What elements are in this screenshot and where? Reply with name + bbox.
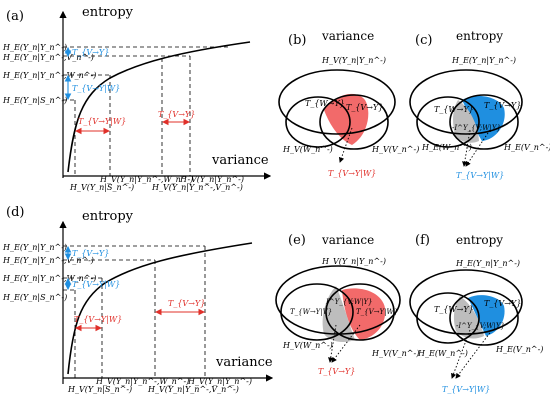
panel-b-tag: (b)	[288, 33, 306, 48]
panel-c-ellipse-left	[416, 96, 480, 148]
panel-b-top-label: H_V(Y_n|Y_n^-)	[321, 56, 386, 65]
panel-f-left-bottom: H_E(W_n^-)	[417, 349, 468, 358]
panel-d-ytick-2: H_E(Y_n|Y_n^-,V_n^-)	[2, 256, 94, 265]
panel-a-xtick-4: H_V(Y_n|Y_n^-)	[179, 175, 244, 184]
panel-d-xtick-2: H_V(Y_n|Y_n^-,W_n^-)	[95, 377, 189, 386]
panel-c-ellipse-right	[449, 94, 519, 150]
panel-a: (a) entropy variance H_E(Y_n|Y_n^-) H_E(…	[2, 5, 272, 192]
panel-c-ellipse-top	[409, 69, 523, 135]
panel-b: (b) variance H_V(Y_n|Y_n^-) T_{W→Y} T_{V…	[278, 29, 419, 178]
panel-a-blue-label-1: T_{V→Y}	[72, 48, 109, 57]
panel-d-ytick-3: H_E(Y_n|Y_n^-,W_n^-)	[2, 274, 96, 283]
panel-d-h-guides	[63, 245, 205, 291]
panel-e-inner-left: T_{W→Y|V}	[290, 308, 332, 316]
panel-f-pointer-2	[455, 329, 493, 379]
panel-e-top-label: H_V(Y_n|Y_n^-)	[321, 257, 386, 266]
panel-d-xtick-1: H_V(Y_n|S_n^-)	[67, 385, 132, 394]
panel-e-pointer-1	[328, 324, 337, 363]
panel-a-xtick-3: H_V(Y_n|Y_n^-,V_n^-)	[151, 183, 243, 192]
panel-d-xlabel: variance	[215, 355, 273, 370]
panel-a-red-label-1: T_{V→Y|W}	[78, 117, 126, 126]
panel-d: (d) entropy variance H_E(Y_n|Y_n^-) H_E(…	[2, 205, 274, 394]
panel-e-arrow-label: T_{V→Y}	[318, 367, 355, 376]
panel-f-top-label: H_E(Y_n|Y_n^-)	[455, 259, 520, 268]
panel-d-xtick-3: H_V(Y_n|Y_n^-,V_n^-)	[147, 385, 239, 394]
panel-a-ytick-3: H_E(Y_n|Y_n^-,W_n^-)	[2, 71, 96, 80]
panel-f-ellipse-right	[449, 290, 519, 346]
panel-a-ytick-2: H_E(Y_n|Y_n^-,V_n^-)	[2, 53, 94, 62]
panel-f-ellipse-top	[409, 269, 523, 335]
panel-f-inner-mid: -I^Y_{V;W|Y}	[456, 322, 505, 330]
panel-d-blue-label-1: T_{V→Y}	[72, 249, 109, 258]
panel-e-tag: (e)	[288, 233, 306, 248]
panel-a-ylabel: entropy	[82, 5, 134, 20]
panel-e-inner-mid: I^Y_{V;W|Y}	[325, 298, 373, 306]
panel-d-red-label-1: T_{V→Y|W}	[74, 315, 122, 324]
panel-c-tag: (c)	[415, 33, 432, 48]
panel-c-gray-region	[453, 100, 479, 143]
panel-e-pointer-2	[331, 324, 361, 363]
panel-b-right-bottom: H_V(V_n^-)	[371, 145, 419, 154]
panel-d-xtick-4: H_V(Y_n|Y_n^-)	[187, 377, 252, 386]
panel-c-arrow-label: T_{V→Y|W}	[456, 171, 504, 180]
panel-a-ytick-4: H_E(Y_n|S_n^-)	[2, 96, 67, 105]
panel-c-left-bottom: H_E(W_n^-)	[421, 143, 472, 152]
panel-c-pointer-1	[462, 129, 471, 167]
panel-d-ytick-4: H_E(Y_n|S_n^-)	[2, 293, 67, 302]
panel-b-pointer	[338, 127, 353, 163]
panel-e-inner-right: T_{V→Y|W}	[356, 308, 398, 316]
panel-f-right-bottom: H_E(V_n^-)	[495, 345, 543, 354]
panel-b-title: variance	[321, 29, 374, 43]
panel-c-top-label: H_E(Y_n|Y_n^-)	[451, 56, 516, 65]
panel-f-inner-left: T_{W→Y}	[434, 305, 474, 314]
panel-a-xlabel: variance	[211, 153, 269, 168]
panel-a-v-guides	[74, 56, 191, 176]
panel-e: (e) variance H_V(Y_n|Y_n^-) T_{W→Y|V} I^…	[275, 233, 419, 376]
panel-f: (f) entropy H_E(Y_n|Y_n^-) T_{W→Y} -I^Y_…	[409, 233, 543, 394]
panel-f-inner-right: T_{V→Y}	[484, 299, 521, 308]
panel-d-tag: (d)	[6, 205, 24, 220]
panel-f-arrow-label: T_{V→Y|W}	[442, 385, 490, 394]
panel-b-ellipse-left	[285, 96, 351, 148]
panel-b-inner-left: T_{W→Y}	[305, 99, 345, 108]
panel-e-right-bottom: H_V(V_n^-)	[371, 349, 419, 358]
panel-e-left-bottom: H_V(W_n^-)	[282, 341, 333, 350]
panel-c-inner-left: T_{W→Y}	[434, 105, 474, 114]
panel-c-inner-mid: -I^Y_{V;W|Y}	[452, 124, 501, 132]
panel-f-tag: (f)	[415, 233, 430, 248]
panel-d-ylabel: entropy	[82, 209, 134, 224]
panel-d-red-label-2: T_{V→Y}	[168, 299, 205, 308]
panel-b-ellipse-right	[319, 94, 389, 150]
panel-a-h-guides	[63, 46, 230, 101]
panel-d-blue-label-2: T_{V→Y|W}	[72, 280, 120, 289]
panel-f-blue-region	[468, 295, 505, 336]
panel-b-left-bottom: H_V(W_n^-)	[282, 145, 333, 154]
panel-f-ellipse-left	[416, 292, 480, 344]
panel-d-ytick-1: H_E(Y_n|Y_n^-)	[2, 243, 67, 252]
panel-f-pointer-1	[451, 329, 471, 379]
panel-e-ellipse-left	[280, 283, 354, 341]
panel-e-title: variance	[321, 233, 374, 247]
panel-a-xtick-1: H_V(Y_n|S_n^-)	[69, 183, 134, 192]
panel-c-pointer-2	[465, 129, 491, 167]
panel-d-curve	[67, 242, 253, 375]
panel-c-inner-right: T_{V→Y}	[484, 101, 521, 110]
panel-b-ellipse-top	[278, 69, 396, 135]
panel-a-tag: (a)	[6, 9, 24, 24]
panel-b-arrow-label: T_{V→Y|W}	[328, 169, 376, 178]
panel-b-inner-right: T_{V→Y}	[346, 103, 383, 112]
panel-c: (c) entropy H_E(Y_n|Y_n^-) T_{W→Y} -I^Y_…	[409, 29, 550, 180]
panel-e-ellipse-right	[325, 283, 395, 341]
panel-c-right-bottom: H_E(V_n^-)	[503, 143, 550, 152]
panel-c-title: entropy	[456, 29, 503, 43]
panel-a-red-label-2: T_{V→Y}	[158, 110, 195, 119]
panel-a-blue-label-2: T_{V→Y|W}	[72, 84, 120, 93]
panel-a-ytick-1: H_E(Y_n|Y_n^-)	[2, 43, 67, 52]
panel-f-title: entropy	[456, 233, 503, 247]
panel-a-xtick-2: H_V(Y_n|Y_n^-,W_n^-)	[99, 175, 193, 184]
